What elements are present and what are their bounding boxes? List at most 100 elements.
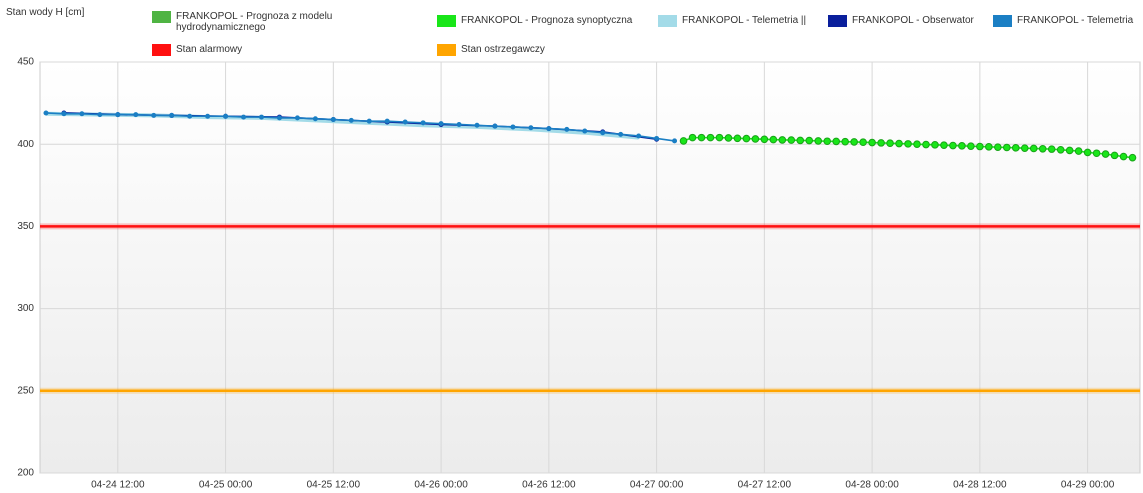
data-point: [1092, 149, 1101, 158]
data-point: [1101, 150, 1110, 158]
data-point: [724, 134, 733, 142]
data-point: [384, 118, 390, 124]
data-point: [742, 134, 751, 143]
data-point: [904, 140, 912, 148]
data-point: [61, 111, 67, 117]
x-tick-label: 04-26 00:00: [414, 480, 468, 491]
legend-swatch: [828, 15, 847, 27]
data-point: [886, 139, 894, 148]
data-point: [456, 121, 462, 127]
y-tick-label: 400: [17, 139, 34, 150]
data-point: [958, 142, 966, 150]
x-tick-label: 04-25 00:00: [199, 480, 253, 491]
data-point: [672, 138, 678, 144]
legend-item[interactable]: Stan alarmowy: [152, 44, 242, 56]
legend-swatch: [152, 44, 171, 56]
data-point: [976, 142, 984, 151]
data-point: [241, 114, 247, 120]
data-point: [715, 133, 724, 142]
data-point: [1110, 151, 1119, 160]
legend-label: Stan ostrzegawczy: [461, 44, 545, 55]
data-point: [546, 126, 552, 132]
data-point: [760, 135, 769, 144]
data-point: [877, 139, 885, 147]
data-point: [115, 112, 121, 118]
legend-swatch: [993, 15, 1012, 27]
legend-item[interactable]: FRANKOPOL - Telemetria ||: [658, 15, 806, 27]
data-point: [564, 126, 570, 132]
data-point: [859, 138, 867, 147]
data-point: [187, 113, 193, 119]
data-point: [402, 119, 408, 125]
data-point: [528, 125, 534, 131]
data-point: [1065, 146, 1074, 155]
data-point: [43, 110, 49, 116]
data-point: [913, 140, 921, 148]
data-point: [1011, 144, 1020, 152]
data-point: [1128, 153, 1137, 162]
legend-item[interactable]: FRANKOPOL - Prognoza synoptyczna: [437, 15, 632, 27]
legend-label: FRANKOPOL - Prognoza synoptyczna: [461, 15, 633, 26]
data-point: [1029, 144, 1038, 153]
legend-item[interactable]: FRANKOPOL - Telemetria: [993, 15, 1133, 27]
data-point: [276, 115, 282, 121]
data-point: [868, 138, 876, 147]
legend-item[interactable]: FRANKOPOL - Obserwator: [828, 15, 974, 27]
data-point: [949, 141, 957, 150]
data-point: [294, 115, 300, 121]
legend-swatch: [437, 15, 456, 27]
data-point: [618, 131, 624, 137]
data-point: [688, 133, 697, 142]
data-point: [751, 135, 760, 143]
data-point: [796, 136, 805, 145]
legend-item[interactable]: FRANKOPOL - Prognoza z modelu hydrodynam…: [152, 11, 352, 33]
data-point: [931, 141, 939, 149]
data-point: [697, 133, 706, 142]
x-tick-label: 04-26 12:00: [522, 480, 576, 491]
data-point: [223, 113, 229, 119]
data-point: [769, 135, 778, 144]
x-tick-label: 04-29 00:00: [1061, 480, 1115, 491]
data-point: [1047, 145, 1056, 153]
legend-label: FRANKOPOL - Telemetria ||: [682, 15, 807, 26]
data-point: [348, 117, 354, 123]
legend-label: FRANKOPOL - Telemetria: [1017, 15, 1134, 26]
data-point: [841, 137, 849, 146]
data-point: [1083, 148, 1092, 157]
data-point: [636, 133, 642, 139]
data-point: [778, 136, 787, 144]
data-point: [787, 136, 796, 144]
data-point: [1020, 144, 1029, 152]
x-tick-label: 04-27 12:00: [738, 480, 792, 491]
data-point: [850, 138, 858, 146]
data-point: [832, 137, 840, 146]
x-tick-label: 04-27 00:00: [630, 480, 684, 491]
legend-swatch: [152, 11, 171, 23]
data-point: [438, 121, 444, 127]
x-tick-label: 04-28 00:00: [845, 480, 899, 491]
x-tick-label: 04-24 12:00: [91, 480, 145, 491]
legend-label: FRANKOPOL - Prognoza z modelu hydrodynam…: [176, 11, 333, 33]
y-tick-label: 200: [17, 468, 34, 479]
y-axis-label: Stan wody H [cm]: [6, 7, 85, 18]
data-point: [823, 137, 832, 146]
data-point: [79, 111, 85, 117]
data-point: [97, 112, 103, 118]
y-tick-label: 350: [17, 221, 34, 232]
data-point: [706, 133, 715, 142]
legend-item[interactable]: Stan ostrzegawczy: [437, 44, 545, 56]
x-tick-label: 04-28 12:00: [953, 480, 1007, 491]
legend-swatch: [658, 15, 677, 27]
data-point: [1119, 152, 1128, 161]
data-point: [205, 113, 211, 119]
data-point: [895, 139, 903, 148]
data-point: [940, 141, 948, 149]
legend-swatch: [437, 44, 456, 56]
data-point: [994, 143, 1002, 151]
data-point: [151, 112, 157, 118]
data-point: [1003, 143, 1011, 152]
data-point: [805, 136, 814, 145]
plot-area: [39, 61, 1141, 474]
